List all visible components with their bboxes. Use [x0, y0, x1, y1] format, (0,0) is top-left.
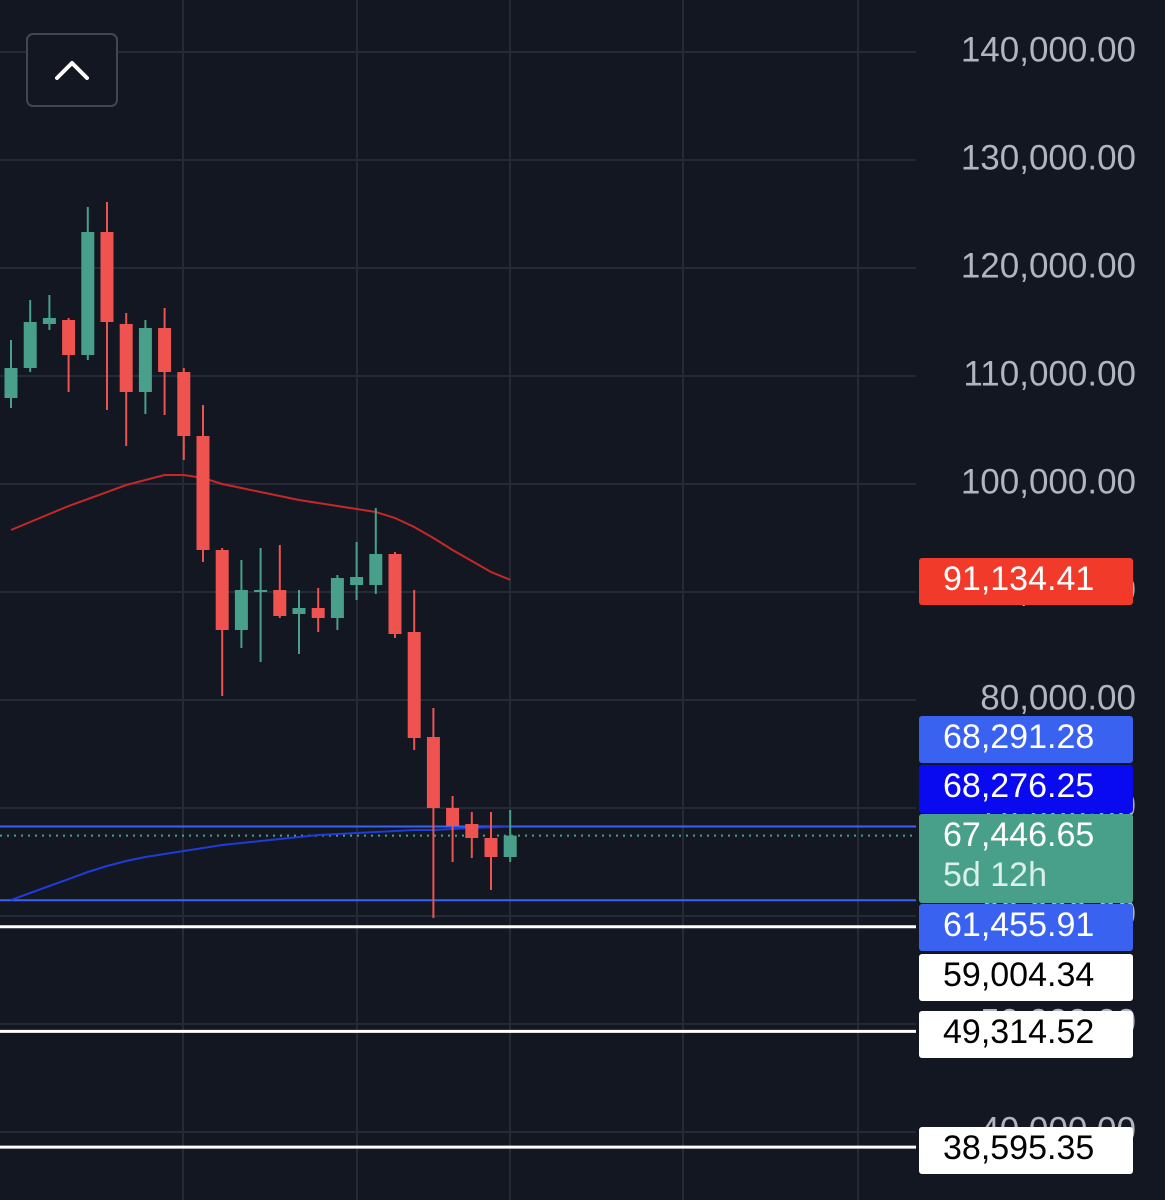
price-label: 49,314.52 — [943, 1013, 1094, 1051]
price-label-box — [919, 558, 1133, 605]
price-label: 68,276.25 — [943, 767, 1094, 805]
moving-average — [10, 474, 511, 581]
collapse-button[interactable] — [26, 33, 118, 107]
y-tick-label: 80,000.00 — [980, 678, 1136, 717]
price-label-box — [919, 716, 1133, 763]
price-label: 68,291.28 — [943, 718, 1094, 756]
candle-body — [100, 232, 114, 323]
candle-body — [158, 328, 172, 373]
candle-body — [292, 607, 306, 615]
candle-body — [119, 324, 133, 392]
candle-body — [254, 590, 268, 593]
price-label: 91,134.41 — [943, 560, 1094, 598]
candle-body — [388, 553, 402, 635]
candle-body — [81, 232, 95, 356]
moving-average — [10, 825, 511, 901]
countdown-label: 5d 12h — [943, 856, 1047, 894]
price-label: 59,004.34 — [943, 956, 1094, 994]
candle-body — [465, 823, 479, 839]
candle-body — [215, 550, 229, 631]
candle-body — [407, 632, 421, 739]
candle-body — [138, 328, 152, 392]
y-tick-label: 110,000.00 — [963, 354, 1136, 393]
candle-body — [273, 590, 287, 617]
candle-body — [23, 322, 37, 368]
y-tick-label: 100,000.00 — [961, 462, 1136, 501]
candle-body — [484, 838, 498, 858]
candle-body — [234, 590, 248, 631]
grid — [0, 0, 916, 1200]
price-label-box — [919, 1127, 1133, 1174]
price-label-box — [919, 904, 1133, 951]
price-label: 38,595.35 — [943, 1129, 1094, 1167]
candle-body — [503, 835, 517, 858]
y-tick-label: 140,000.00 — [961, 30, 1136, 69]
candle-body — [4, 367, 18, 399]
candle-body — [330, 578, 344, 618]
candle-body — [369, 553, 383, 586]
candle-body — [426, 737, 440, 809]
price-label-box — [919, 814, 1133, 903]
price-label: 67,446.65 — [943, 816, 1094, 854]
price-label-box — [919, 954, 1133, 1001]
price-label: 61,455.91 — [943, 906, 1094, 944]
candle-body — [350, 577, 364, 586]
candle-body — [196, 436, 210, 551]
candle-body — [311, 607, 325, 618]
button-frame[interactable] — [26, 33, 118, 107]
price-label-box — [919, 1011, 1133, 1058]
price-label-box — [919, 765, 1133, 813]
candle-body — [62, 320, 76, 356]
candle-body — [42, 318, 56, 325]
candle-body — [446, 808, 460, 827]
chevron-up-icon[interactable] — [55, 61, 89, 80]
candle-body — [177, 372, 191, 437]
y-tick-label: 120,000.00 — [961, 246, 1136, 285]
y-tick-label: 130,000.00 — [961, 138, 1136, 177]
